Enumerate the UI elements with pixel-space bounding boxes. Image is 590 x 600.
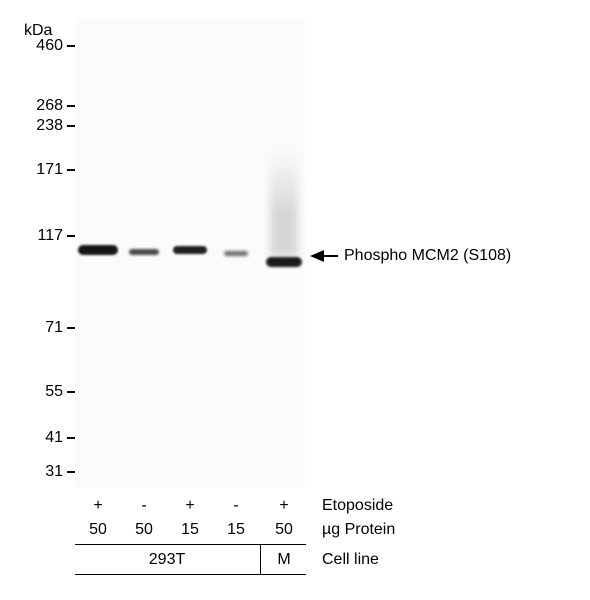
underline-cellline <box>75 574 306 575</box>
mw-marker-label: 171 <box>36 161 63 179</box>
lane-etoposide-value: + <box>185 497 194 515</box>
lane-etoposide-value: - <box>141 497 146 515</box>
band-annotation-text: Phospho MCM2 (S108) <box>344 247 511 265</box>
lane-etoposide-value: + <box>93 497 102 515</box>
protein-band <box>224 251 248 256</box>
mw-tick <box>67 169 75 171</box>
lane-etoposide-value: + <box>279 497 288 515</box>
mw-tick <box>67 125 75 127</box>
lane-cellline-group: 293T <box>149 551 185 569</box>
lane-smear <box>270 150 298 256</box>
mw-tick <box>67 235 75 237</box>
lane-cellline-group: M <box>277 551 290 569</box>
mw-marker-label: 238 <box>36 117 63 135</box>
row-label-etoposide: Etoposide <box>322 497 393 515</box>
mw-marker-label: 31 <box>45 463 63 481</box>
mw-marker-label: 117 <box>37 227 63 245</box>
lane-protein-value: 15 <box>227 521 245 539</box>
protein-band <box>266 257 302 267</box>
mw-tick <box>67 327 75 329</box>
protein-band <box>173 246 207 254</box>
lane-protein-value: 15 <box>181 521 199 539</box>
mw-marker-label: 460 <box>36 37 63 55</box>
mw-marker-label: 55 <box>45 383 63 401</box>
mw-marker-label: 268 <box>36 97 63 115</box>
mw-tick <box>67 471 75 473</box>
mw-marker-label: 71 <box>45 319 63 337</box>
mw-tick <box>67 391 75 393</box>
lane-protein-value: 50 <box>89 521 107 539</box>
band-arrow-line <box>322 255 338 257</box>
row-label-cellline: Cell line <box>322 551 379 569</box>
protein-band <box>78 245 118 255</box>
underline-protein <box>75 544 306 545</box>
mw-marker-label: 41 <box>45 429 63 447</box>
western-blot-figure: kDa Phospho MCM2 (S108) Etoposide µg Pro… <box>0 0 590 600</box>
lane-protein-value: 50 <box>275 521 293 539</box>
cellline-separator <box>260 544 261 574</box>
lane-etoposide-value: - <box>233 497 238 515</box>
row-label-protein: µg Protein <box>322 521 395 539</box>
mw-tick <box>67 105 75 107</box>
mw-tick <box>67 437 75 439</box>
lane-protein-value: 50 <box>135 521 153 539</box>
protein-band <box>129 249 159 255</box>
mw-tick <box>67 45 75 47</box>
